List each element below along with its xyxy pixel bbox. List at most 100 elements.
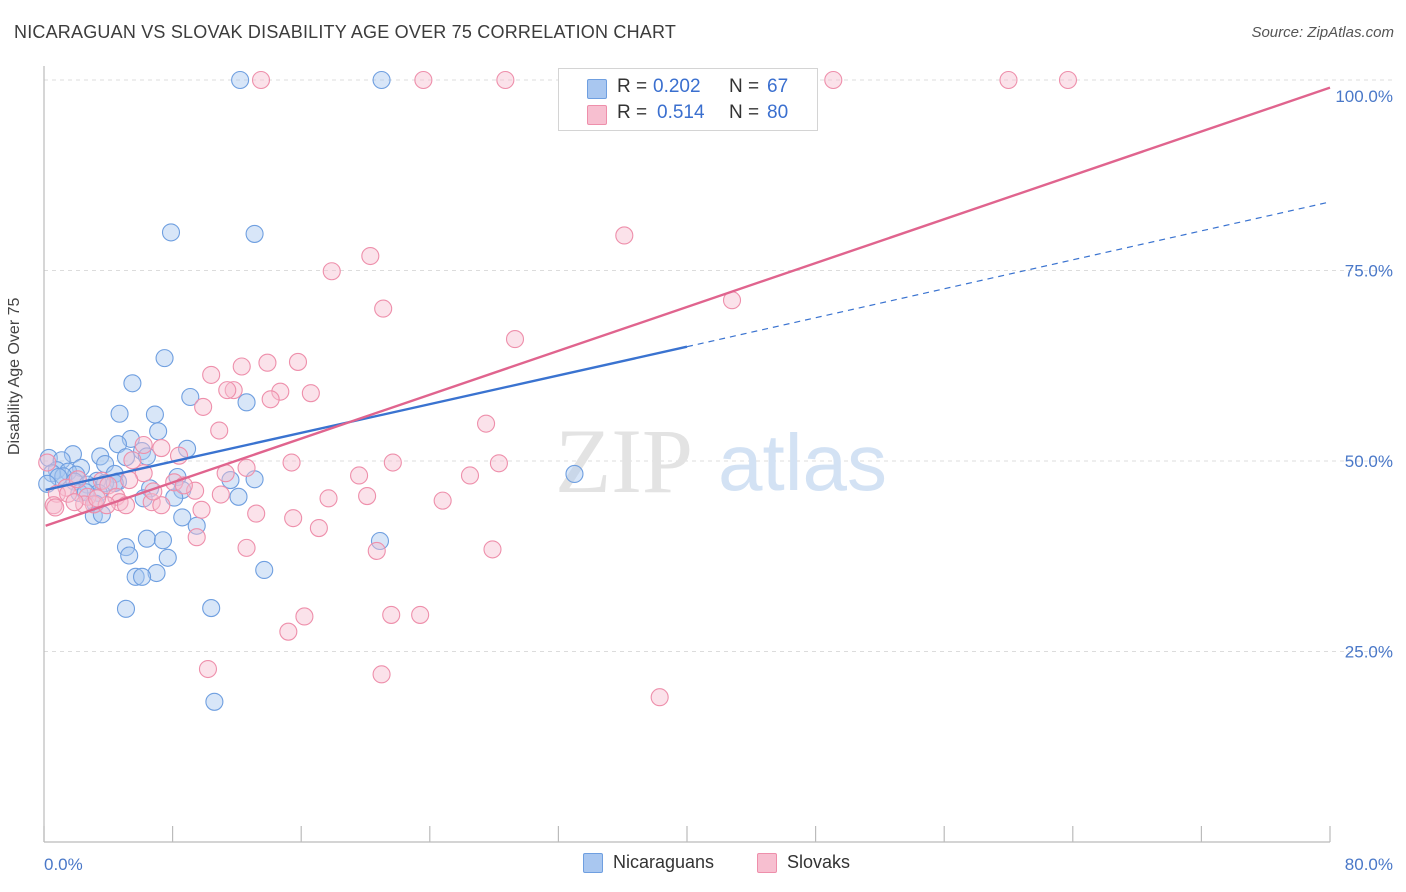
- y-tick-label: 50.0%: [1345, 452, 1393, 471]
- slovak-point: [258, 353, 277, 372]
- x-tick-label: 80.0%: [1345, 855, 1393, 874]
- legend-swatch-blue: [583, 853, 603, 873]
- slovak-point: [251, 70, 271, 90]
- nicaraguan-point: [565, 464, 584, 484]
- slovak-point: [261, 390, 280, 409]
- nicaraguan-point: [370, 531, 390, 551]
- axes: [43, 66, 1331, 843]
- nicaraguan-point: [181, 387, 200, 407]
- slovak-point: [211, 485, 230, 504]
- slovak-point: [288, 352, 308, 371]
- x-tick-label: 0.0%: [44, 855, 83, 874]
- slovak-point: [38, 453, 57, 472]
- nicaraguan-point: [133, 442, 152, 461]
- nicaraguan-point: [205, 692, 224, 711]
- watermark-atlas: atlas: [718, 418, 887, 507]
- y-tick-label: 100.0%: [1335, 87, 1393, 106]
- slovak-point: [247, 504, 266, 523]
- slovak-point: [322, 262, 341, 281]
- nicaraguan-point: [372, 70, 391, 90]
- nicaraguan-point: [245, 224, 264, 243]
- chart-title: NICARAGUAN VS SLOVAK DISABILITY AGE OVER…: [14, 22, 677, 42]
- y-tick-label: 75.0%: [1345, 262, 1393, 281]
- scatter-points: [38, 70, 1078, 711]
- nicaraguan-point: [123, 374, 142, 393]
- slovak-point: [382, 605, 401, 624]
- slovak-point: [433, 491, 452, 510]
- slovak-point: [301, 384, 320, 403]
- slovak-point: [383, 453, 402, 472]
- slovak-point: [615, 226, 634, 245]
- nicaraguan-point: [63, 445, 82, 464]
- legend-n-value: 80: [767, 102, 789, 123]
- nicaraguan-point: [137, 529, 156, 548]
- slovak-point: [505, 330, 525, 349]
- slovak-point: [279, 622, 298, 641]
- slovak-point: [483, 540, 502, 559]
- slovak-point: [282, 453, 301, 472]
- slovak-point: [358, 487, 377, 506]
- nicaraguan-point: [255, 560, 274, 580]
- legend-n-label: N =: [729, 76, 760, 97]
- tick-labels: 25.0% 50.0% 75.0% 100.0% 0.0% 80.0%: [44, 87, 1393, 874]
- watermark: ZIP atlas: [555, 410, 887, 512]
- slovak-point: [999, 70, 1018, 90]
- y-tick-label: 25.0%: [1345, 643, 1393, 662]
- watermark-zip: ZIP: [555, 410, 693, 512]
- nicaraguan-point: [147, 563, 166, 583]
- slovak-point: [824, 70, 843, 90]
- slovak-point: [65, 493, 84, 512]
- slovak-point: [152, 496, 171, 515]
- slovak-point: [350, 466, 369, 485]
- slovak-point: [1058, 70, 1078, 90]
- stats-legend: R = 0.202 N = 67 R = 0.514 N = 80: [558, 68, 818, 131]
- nicaraguan-point: [120, 546, 139, 565]
- slovak-point: [372, 665, 391, 684]
- nicaraguan-point: [173, 508, 192, 527]
- slovak-point: [489, 454, 508, 473]
- legend-r-value: 0.514: [657, 102, 705, 123]
- legend-swatch-blue: [587, 79, 607, 99]
- trend-lines: [45, 86, 1331, 527]
- source-label: Source: ZipAtlas.com: [1251, 24, 1394, 41]
- legend-n-label: N =: [729, 102, 760, 123]
- slovak-point: [460, 466, 480, 485]
- slovak-point: [374, 299, 393, 318]
- nicaraguan-point: [158, 548, 177, 567]
- slovak-point: [284, 509, 303, 528]
- slovak-point: [232, 357, 251, 376]
- slovak-point: [152, 438, 171, 458]
- slovak-point: [650, 688, 669, 707]
- nicaraguan-point: [110, 404, 129, 423]
- nicaraguan-point: [149, 422, 168, 441]
- nicaraguan-point: [161, 223, 181, 242]
- slovak-point: [87, 489, 107, 508]
- series-name: Nicaraguans: [613, 852, 715, 872]
- slovak-point: [496, 70, 515, 90]
- nicaraguan-point: [54, 467, 73, 486]
- slovak-point: [198, 659, 218, 679]
- slovak-point: [202, 365, 221, 384]
- slovak-point: [367, 541, 386, 560]
- slovak-point: [411, 605, 430, 624]
- slovak-point: [187, 528, 206, 547]
- nicaraguan-point: [133, 567, 152, 586]
- slovak-point: [361, 246, 380, 266]
- slovak-point: [477, 414, 496, 433]
- slovak-point: [194, 397, 213, 416]
- slovak-point: [271, 382, 290, 401]
- legend-n-value: 67: [767, 76, 789, 97]
- nicaraguan-point: [108, 435, 127, 454]
- legend-swatch-pink: [587, 105, 607, 125]
- nicaraguan-point: [202, 599, 221, 618]
- slovak-point: [210, 421, 229, 440]
- nicaraguan-point: [237, 393, 256, 412]
- slovak-point: [134, 435, 153, 455]
- slovak-point: [309, 519, 328, 538]
- slovak-point: [46, 498, 65, 517]
- nicaraguan-trend-line: [45, 345, 688, 492]
- legend-r-value: 0.202: [653, 76, 701, 97]
- nicaraguan-point: [126, 567, 145, 586]
- slovak-point: [319, 489, 338, 508]
